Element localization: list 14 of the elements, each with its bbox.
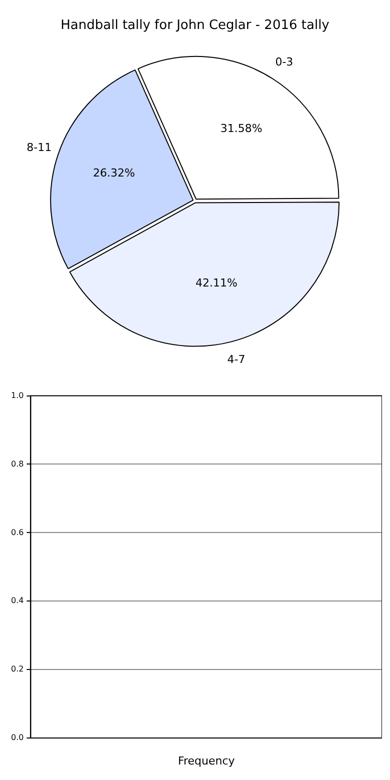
y-tick-label: 0.2 [10, 664, 24, 674]
x-axis-title: Frequency [178, 754, 236, 768]
slice-label: 4-7 [227, 352, 246, 366]
y-tick-label: 1.0 [10, 390, 24, 400]
chart-title: Handball tally for John Ceglar - 2016 tally [60, 18, 330, 34]
y-tick-label: 0.4 [10, 596, 24, 606]
y-tick-label: 0.6 [10, 528, 24, 537]
y-tick-label: 0.8 [10, 459, 24, 468]
data-label: 26.32% [93, 166, 135, 180]
slice-label: 0-3 [275, 55, 294, 68]
data-label: 42.11% [195, 276, 238, 290]
y-tick-label: 0.0 [10, 733, 24, 742]
slice-label: 8-11 [26, 141, 52, 154]
data-label: 31.58% [220, 122, 262, 135]
